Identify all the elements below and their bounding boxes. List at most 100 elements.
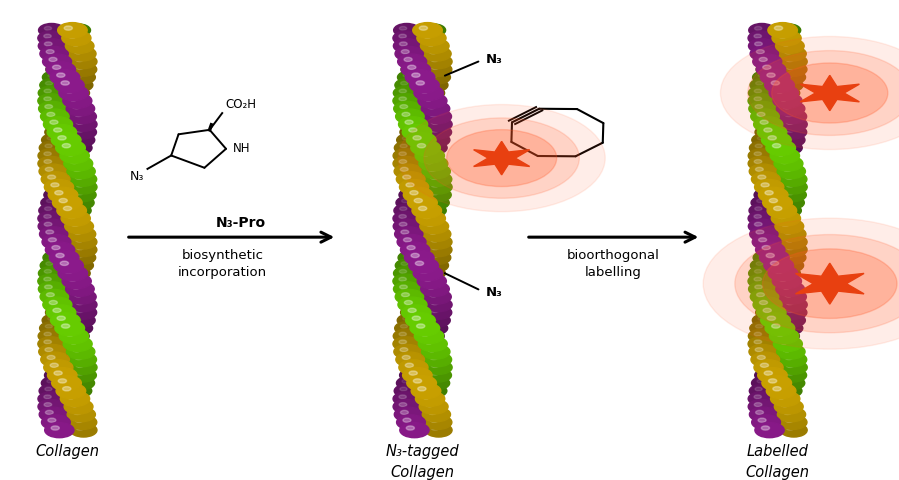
Circle shape (754, 395, 761, 399)
Circle shape (429, 230, 437, 234)
Circle shape (47, 355, 55, 360)
Circle shape (75, 112, 83, 117)
Circle shape (75, 293, 82, 297)
Circle shape (404, 361, 428, 373)
Circle shape (65, 219, 93, 234)
Circle shape (38, 337, 65, 351)
Circle shape (405, 120, 414, 124)
Circle shape (751, 289, 779, 304)
Circle shape (38, 274, 65, 288)
Circle shape (427, 207, 434, 211)
Circle shape (779, 172, 807, 186)
Circle shape (421, 24, 446, 36)
Circle shape (784, 230, 792, 234)
Circle shape (399, 277, 406, 281)
Circle shape (70, 125, 96, 139)
Circle shape (428, 387, 434, 391)
Circle shape (755, 168, 763, 171)
Circle shape (76, 309, 84, 312)
Circle shape (425, 188, 451, 202)
Circle shape (45, 422, 74, 438)
Circle shape (58, 265, 87, 281)
Circle shape (393, 392, 420, 406)
Circle shape (418, 93, 447, 108)
Circle shape (418, 32, 441, 44)
Circle shape (754, 180, 784, 194)
Circle shape (54, 371, 62, 375)
Circle shape (49, 238, 57, 242)
Circle shape (39, 86, 65, 100)
Circle shape (74, 82, 80, 85)
Circle shape (46, 62, 76, 77)
Circle shape (755, 422, 784, 438)
Circle shape (785, 112, 793, 117)
Circle shape (430, 293, 437, 297)
Circle shape (762, 195, 792, 210)
Circle shape (764, 371, 772, 375)
Circle shape (406, 132, 436, 148)
Circle shape (58, 283, 82, 295)
Circle shape (66, 89, 74, 93)
Circle shape (423, 142, 447, 154)
Circle shape (61, 324, 70, 328)
Circle shape (769, 265, 797, 281)
Circle shape (431, 301, 439, 305)
Circle shape (46, 49, 54, 54)
Circle shape (64, 399, 93, 414)
Circle shape (393, 94, 420, 108)
Circle shape (57, 203, 86, 218)
Circle shape (38, 219, 66, 233)
Circle shape (76, 254, 83, 258)
Circle shape (415, 391, 445, 407)
Circle shape (420, 330, 444, 342)
Circle shape (424, 376, 450, 390)
Circle shape (418, 386, 426, 391)
Circle shape (428, 348, 436, 352)
Circle shape (774, 26, 783, 30)
Circle shape (44, 180, 74, 194)
Circle shape (70, 180, 97, 194)
Circle shape (76, 363, 84, 367)
Circle shape (770, 261, 779, 265)
Circle shape (758, 73, 765, 77)
Circle shape (430, 136, 437, 140)
Circle shape (48, 175, 56, 179)
Circle shape (41, 377, 67, 390)
Circle shape (75, 379, 82, 383)
Circle shape (779, 376, 805, 390)
Circle shape (401, 63, 425, 76)
Circle shape (751, 196, 776, 209)
Circle shape (771, 324, 780, 328)
Circle shape (396, 289, 423, 304)
Circle shape (780, 243, 807, 257)
Circle shape (778, 142, 802, 154)
Circle shape (42, 71, 67, 84)
Circle shape (72, 285, 80, 289)
Circle shape (400, 126, 424, 138)
Circle shape (409, 128, 417, 132)
Circle shape (787, 66, 794, 70)
Circle shape (761, 132, 791, 148)
Circle shape (38, 149, 65, 163)
Circle shape (424, 235, 452, 249)
Circle shape (403, 181, 427, 193)
Circle shape (764, 291, 788, 303)
Circle shape (425, 125, 451, 139)
Circle shape (770, 391, 800, 407)
Circle shape (400, 348, 408, 352)
Circle shape (757, 112, 765, 117)
Circle shape (750, 227, 778, 241)
Circle shape (774, 393, 798, 405)
Circle shape (42, 234, 71, 250)
Circle shape (399, 189, 423, 201)
Circle shape (396, 196, 421, 209)
Circle shape (768, 136, 777, 140)
Circle shape (401, 306, 425, 319)
Circle shape (409, 291, 432, 303)
Circle shape (703, 218, 899, 349)
Circle shape (755, 144, 762, 148)
Circle shape (49, 254, 56, 258)
Circle shape (415, 400, 439, 413)
Circle shape (50, 70, 80, 85)
Circle shape (72, 207, 79, 211)
